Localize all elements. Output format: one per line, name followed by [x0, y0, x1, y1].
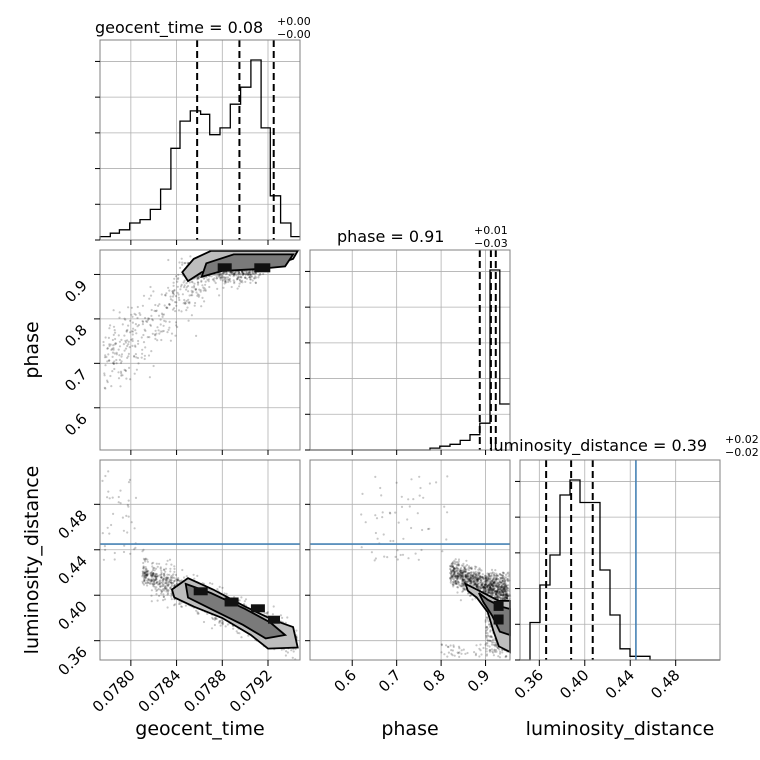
- density-phase-geocent-time: [181, 250, 300, 283]
- title-phase-lower: −0.03: [474, 237, 508, 250]
- title-phase-value: 0.91: [409, 227, 445, 246]
- xlabel-phase: phase: [381, 718, 438, 740]
- density-luminosity-distance-geocent-time: [170, 577, 299, 650]
- title-luminosity-distance-name: luminosity_distance: [489, 436, 648, 456]
- panel-frame-luminosity-distance-geocent-time: [99, 459, 301, 661]
- title-luminosity-distance-upper: +0.02: [725, 433, 759, 446]
- panel-frame-phase-geocent-time: [99, 249, 301, 451]
- title-phase: phase = 0.91: [337, 227, 444, 246]
- panel-frame-luminosity-distance-phase: [309, 459, 511, 661]
- histogram-geocent-time: [99, 59, 300, 240]
- xlabel-luminosity-distance: luminosity_distance: [526, 718, 715, 740]
- panel-frame-luminosity-distance-luminosity-distance: [519, 459, 721, 661]
- title-geocent-time-name: geocent_time: [95, 18, 204, 38]
- panel-frame-geocent-time-geocent-time: [99, 39, 301, 241]
- ylabel-luminosity-distance: luminosity_distance: [21, 466, 43, 655]
- title-luminosity-distance-value: 0.39: [671, 436, 707, 455]
- title-luminosity-distance: luminosity_distance = 0.39: [489, 436, 707, 456]
- title-luminosity-distance-lower: −0.02: [725, 446, 759, 459]
- xlabel-geocent-time: geocent_time: [135, 718, 264, 740]
- title-geocent-time-upper: +0.00: [277, 15, 311, 28]
- title-phase-name: phase: [337, 227, 385, 246]
- panel-frame-phase-phase: [309, 249, 511, 451]
- title-geocent-time-lower: −0.00: [277, 28, 311, 41]
- title-geocent-time: geocent_time = 0.08: [95, 18, 263, 38]
- ylabel-phase: phase: [21, 321, 43, 378]
- title-phase-upper: +0.01: [474, 224, 508, 237]
- title-geocent-time-value: 0.08: [228, 18, 264, 37]
